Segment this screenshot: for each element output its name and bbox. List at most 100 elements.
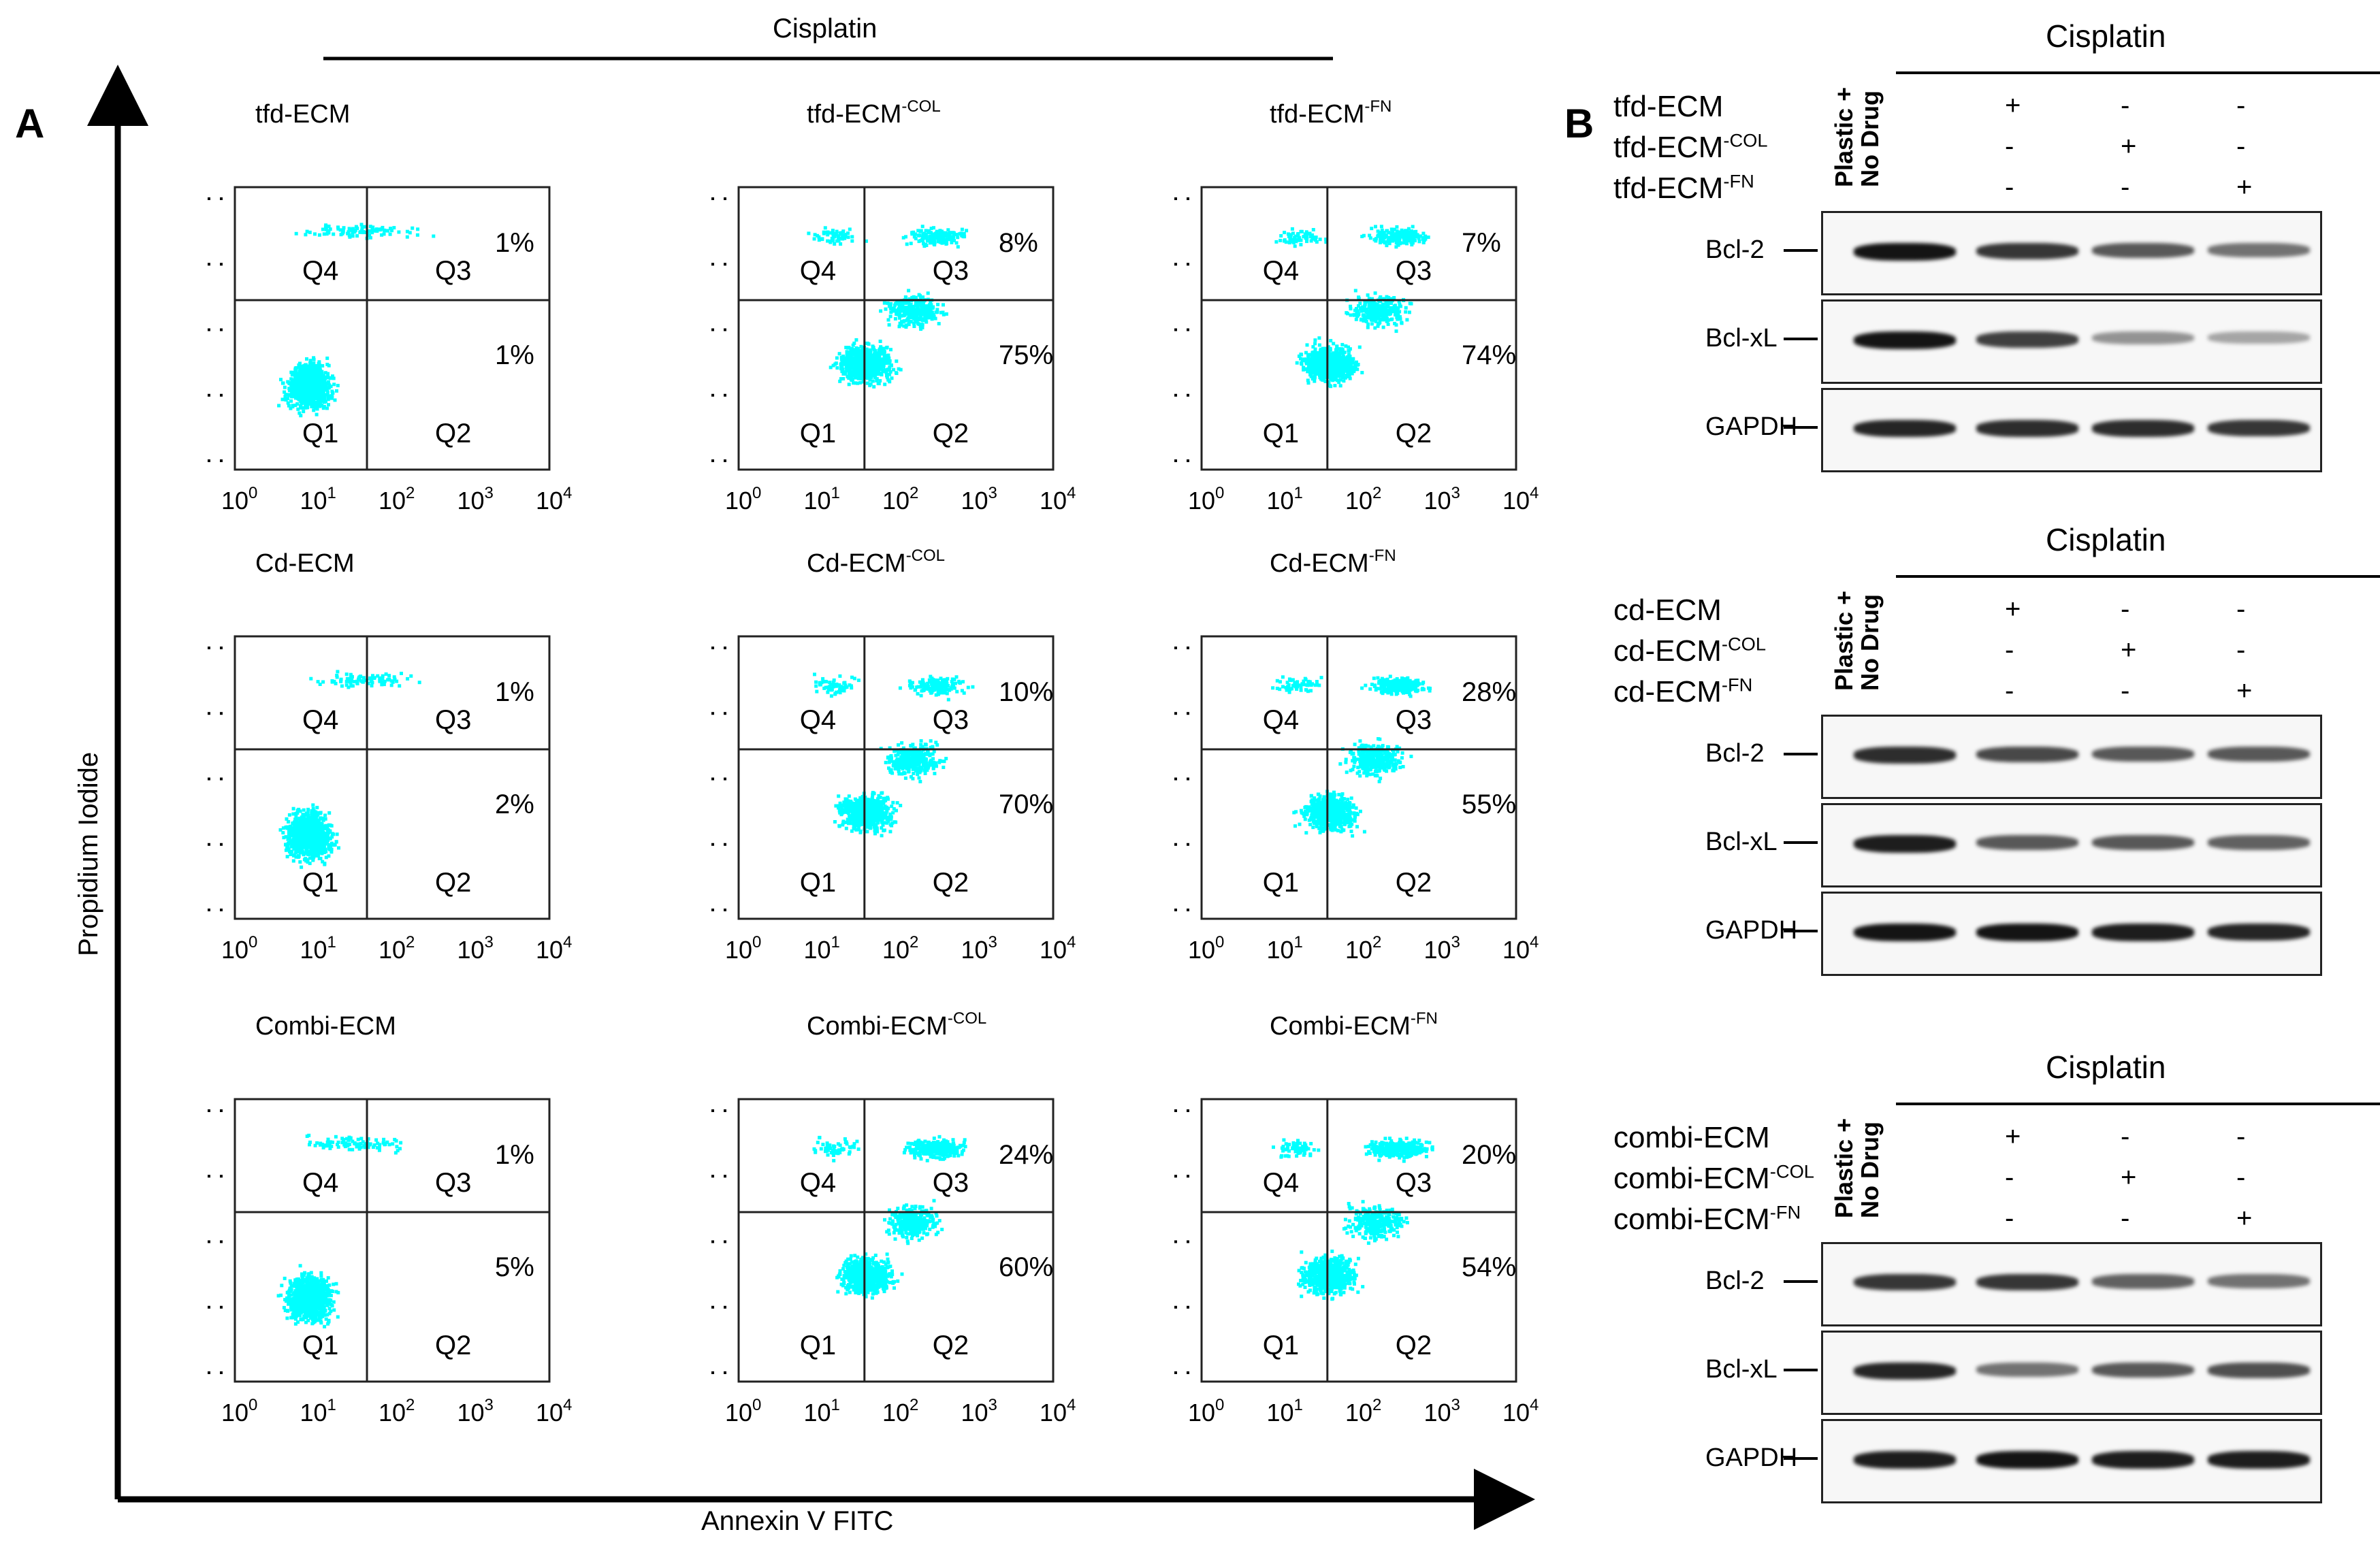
scatter-point [388, 232, 392, 236]
scatter-point [889, 348, 892, 352]
scatter-point [891, 309, 895, 313]
scatter-point [1316, 363, 1320, 367]
scatter-point [936, 302, 940, 306]
scatter-point [299, 414, 303, 418]
scatter-point [1404, 310, 1408, 314]
scatter-point [1299, 353, 1303, 357]
scatter-point [319, 856, 323, 860]
scatter-point [845, 366, 849, 370]
scatter-point [306, 378, 310, 382]
scatter-point [304, 859, 308, 863]
scatter-point [307, 819, 310, 824]
scatter-point [944, 312, 948, 316]
scatter-point [281, 831, 285, 835]
scatter-point [294, 370, 298, 374]
scatter-point [310, 404, 314, 408]
scatter-point [334, 840, 338, 844]
scatter-point [1324, 240, 1328, 244]
scatter-point [848, 227, 852, 231]
scatter-point [1299, 357, 1302, 361]
scatter-point [387, 674, 391, 678]
scatter-point [935, 229, 939, 233]
scatter-point [368, 225, 372, 229]
scatter-point [1368, 301, 1372, 306]
scatter-point [878, 340, 882, 343]
scatter-point [875, 377, 879, 381]
scatter-point [1345, 311, 1349, 315]
scatter-point [302, 364, 306, 368]
quadrant-label: Q2 [435, 868, 471, 898]
scatter-point [1341, 353, 1345, 357]
x-tick-label: 100 [221, 484, 257, 515]
scatter-point [1310, 236, 1315, 240]
scatter-point [294, 379, 298, 383]
scatter-point [1394, 245, 1398, 249]
scatter-point [936, 240, 940, 244]
scatter-point [923, 304, 927, 308]
scatter-point [864, 368, 868, 372]
scatter-point [318, 811, 322, 815]
scatter-point [327, 395, 330, 399]
scatter-point [859, 377, 863, 381]
quadrant-label: Q2 [435, 419, 471, 449]
scatter-point [839, 236, 842, 240]
x-tick-label: 103 [1424, 484, 1460, 515]
scatter-point [1391, 306, 1395, 310]
scatter-point [848, 370, 852, 374]
scatter-point [304, 363, 308, 367]
scatter-point [916, 229, 920, 233]
scatter-point [844, 362, 848, 366]
scatter-point [280, 381, 285, 385]
scatter-point [322, 232, 326, 236]
scatter-point [924, 315, 929, 319]
scatter-point [1309, 366, 1313, 370]
x-axis-title: Annexin V FITC [701, 1506, 894, 1536]
scatter-point [1413, 232, 1417, 236]
scatter-point [408, 231, 412, 235]
scatter-point [944, 240, 948, 244]
scatter-point [932, 314, 936, 319]
scatter-point [849, 355, 853, 359]
scatter-point [1396, 314, 1400, 318]
scatter-point [331, 391, 335, 395]
scatter-point [837, 238, 841, 242]
scatter-point [359, 223, 364, 227]
scatter-point [1286, 232, 1290, 236]
scatter-point [325, 406, 329, 410]
scatter-point [306, 382, 310, 386]
scatter-point [306, 853, 310, 856]
scatter-point [879, 365, 883, 370]
scatter-point [1347, 349, 1351, 353]
scatter-point [296, 407, 300, 411]
scatter-point [283, 385, 287, 389]
scatter-point [432, 234, 436, 238]
scatter-point [1336, 365, 1340, 370]
y-tick [1187, 328, 1189, 331]
scatter-point [1346, 374, 1350, 378]
scatter-point [1319, 364, 1323, 368]
scatter-point [878, 372, 882, 376]
scatter-point [1381, 318, 1385, 322]
scatter-point [321, 380, 325, 384]
scatter-point [907, 306, 912, 310]
scatter-point [1350, 368, 1354, 372]
scatter-point [1349, 307, 1353, 311]
scatter-point [298, 860, 302, 864]
scatter-point [933, 243, 937, 247]
scatter-point [376, 674, 380, 678]
scatter-point [317, 842, 320, 846]
plot-title: Cd-ECM [255, 549, 355, 578]
scatter-point [312, 356, 316, 360]
scatter-point [901, 320, 905, 324]
scatter-point [316, 370, 320, 374]
scatter-point [1348, 376, 1352, 380]
scatter-point [327, 382, 331, 386]
scatter-point [1381, 238, 1385, 242]
scatter-point [328, 227, 332, 231]
scatter-point [284, 848, 288, 852]
scatter-point [318, 385, 322, 389]
scatter-point [286, 845, 290, 849]
scatter-point [293, 823, 297, 827]
scatter-point [1340, 350, 1345, 355]
